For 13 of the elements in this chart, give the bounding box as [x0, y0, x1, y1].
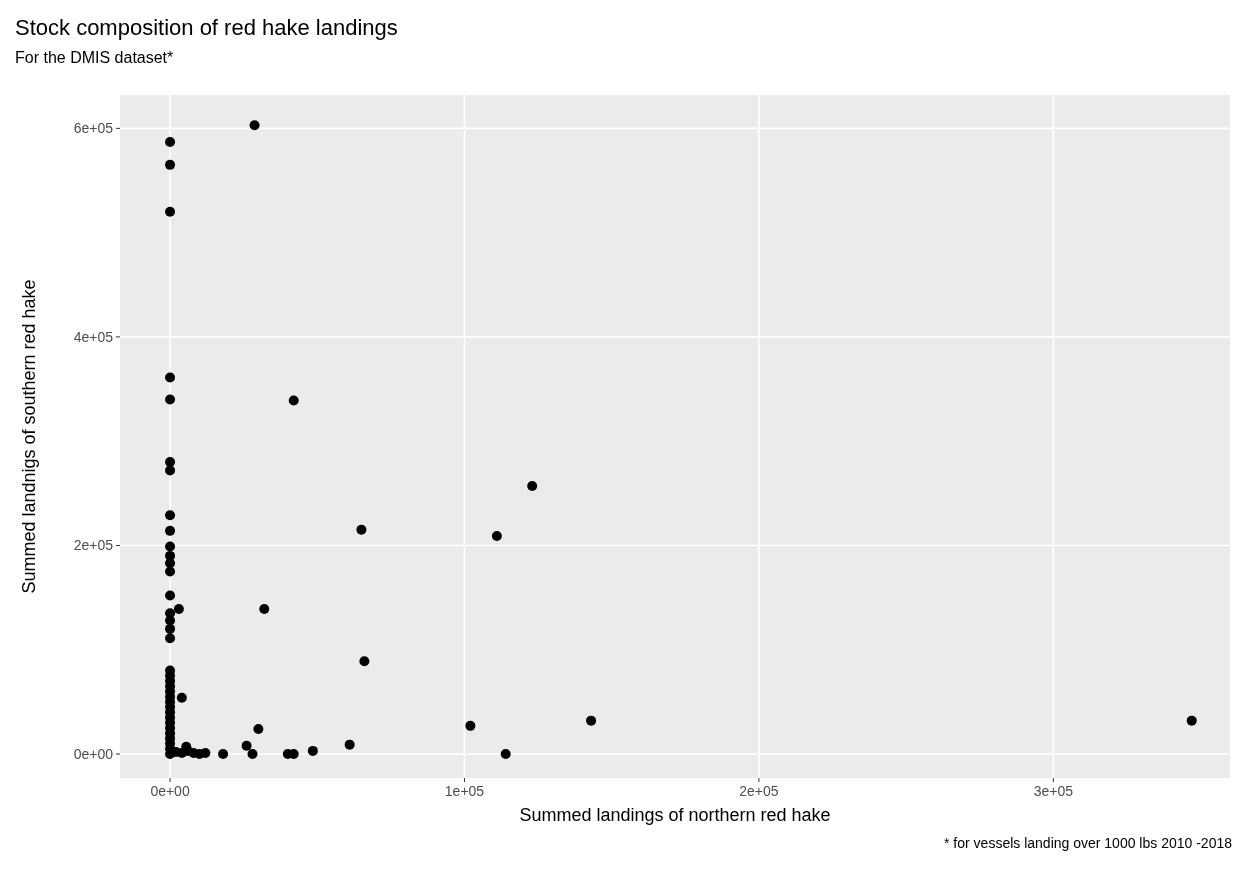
text: * for vessels landing over 1000 lbs 2010 -2018: [944, 835, 1233, 851]
x-tick-label: 0e+00: [150, 783, 190, 799]
y-tick-label: 2e+05: [73, 537, 114, 554]
y-axis-title: Summed landnigs of southern red hake: [19, 279, 39, 594]
y-tick-label: 6e+05: [73, 120, 114, 137]
chart-subtitle: For the DMIS dataset*: [15, 49, 174, 66]
x-axis-title: Summed landings of northern red hake: [519, 805, 831, 825]
chart-title: Stock composition of red hake landings: [15, 15, 398, 40]
x-tick-label: 1e+05: [444, 783, 485, 799]
x-tick-label: 2e+05: [739, 783, 779, 799]
y-tick-label: 0e+00: [73, 746, 114, 763]
x-tick-label: 3e+05: [1033, 783, 1074, 799]
y-tick-label: 4e+05: [73, 328, 114, 345]
